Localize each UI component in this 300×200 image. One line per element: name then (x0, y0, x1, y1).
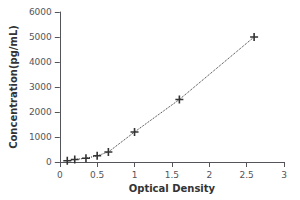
svg-text:2000: 2000 (29, 107, 52, 117)
svg-text:Optical Density: Optical Density (129, 183, 216, 194)
svg-text:2: 2 (206, 170, 212, 180)
svg-text:3: 3 (281, 170, 287, 180)
svg-text:6000: 6000 (29, 7, 52, 17)
svg-text:2.5: 2.5 (239, 170, 253, 180)
svg-text:0: 0 (46, 157, 52, 167)
svg-text:Concentration(pg/mL): Concentration(pg/mL) (8, 25, 19, 149)
svg-text:1.5: 1.5 (165, 170, 179, 180)
svg-text:3000: 3000 (29, 82, 52, 92)
svg-text:1000: 1000 (29, 132, 52, 142)
svg-text:1: 1 (132, 170, 138, 180)
svg-text:4000: 4000 (29, 57, 52, 67)
svg-text:0: 0 (57, 170, 63, 180)
svg-text:0.5: 0.5 (90, 170, 104, 180)
svg-text:5000: 5000 (29, 32, 52, 42)
